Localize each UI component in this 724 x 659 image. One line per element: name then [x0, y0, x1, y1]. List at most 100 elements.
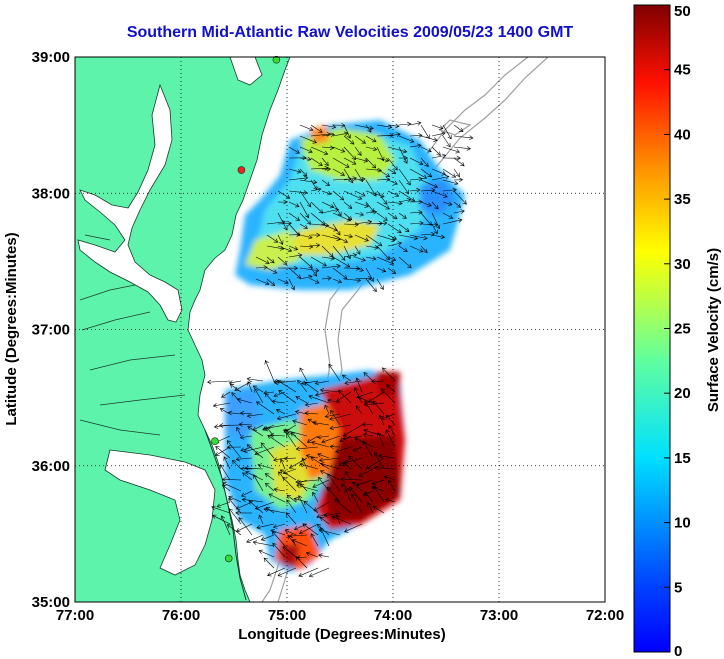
velocity-arrow: [340, 483, 352, 492]
velocity-arrow: [409, 122, 421, 126]
velocity-arrowhead: [268, 493, 274, 498]
velocity-arrow: [332, 168, 345, 176]
velocity-arrowhead: [458, 177, 464, 183]
velocity-arrow: [288, 267, 301, 279]
velocity-arrow: [376, 124, 392, 128]
velocity-arrowhead: [219, 464, 224, 469]
velocity-arrowhead: [313, 272, 318, 277]
velocity-arrow: [270, 529, 286, 536]
velocity-arrow: [221, 391, 231, 398]
velocity-arrow: [318, 554, 330, 558]
velocity-arrowhead: [359, 267, 364, 272]
velocity-arrow: [343, 168, 354, 184]
velocity-arrow: [324, 512, 341, 517]
velocity-arrow: [354, 201, 369, 207]
velocity-arrow: [343, 278, 361, 281]
velocity-arrowhead: [240, 447, 245, 452]
velocity-arrow: [398, 256, 412, 269]
velocity-arrow: [221, 515, 231, 536]
velocity-arrowhead: [357, 395, 362, 401]
velocity-arrowhead: [288, 533, 294, 539]
station-marker: [272, 55, 281, 64]
velocity-arrowhead: [326, 166, 331, 172]
velocity-arrowhead: [451, 173, 457, 178]
velocity-arrowhead: [239, 434, 245, 440]
velocity-arrowhead: [244, 465, 249, 471]
velocity-arrowhead: [298, 253, 303, 258]
velocity-arrowhead: [341, 256, 346, 261]
velocity-arrow: [310, 179, 318, 190]
velocity-arrowhead: [320, 462, 325, 467]
velocity-arrowhead: [219, 408, 225, 413]
velocity-arrowhead: [324, 404, 329, 410]
velocity-arrow: [453, 190, 467, 205]
velocity-arrowhead: [392, 235, 397, 240]
velocity-arrowhead: [369, 277, 374, 282]
velocity-arrowhead: [263, 265, 268, 270]
velocity-arrow: [365, 211, 377, 214]
velocity-arrow: [329, 413, 352, 420]
velocity-arrowhead: [279, 240, 284, 245]
velocity-arrowhead: [267, 572, 272, 577]
velocity-arrow: [310, 212, 326, 225]
velocity-arrow: [292, 539, 308, 547]
velocity-arrow: [306, 455, 319, 459]
velocity-arrow: [302, 457, 308, 470]
velocity-arrowhead: [294, 409, 300, 415]
velocity-arrow: [296, 556, 308, 559]
velocity-arrowhead: [264, 360, 269, 365]
velocity-arrowhead: [316, 523, 322, 529]
velocity-arrow: [328, 364, 341, 382]
velocity-arrowhead: [295, 149, 300, 154]
velocity-arrowhead: [427, 148, 432, 153]
velocity-arrowhead: [264, 473, 270, 478]
velocity-arrow: [398, 179, 409, 194]
velocity-arrowhead: [293, 246, 299, 251]
velocity-arrow: [299, 463, 319, 470]
velocity-arrowhead: [397, 241, 403, 246]
velocity-arrowhead: [314, 392, 320, 397]
velocity-arrowhead: [319, 516, 325, 522]
velocity-arrowhead: [226, 440, 232, 445]
velocity-arrow: [305, 412, 319, 415]
velocity-arrow: [345, 471, 352, 481]
velocity-arrowhead: [220, 515, 225, 520]
velocity-arrow: [252, 424, 264, 431]
velocity-arrow: [321, 179, 330, 186]
velocity-arrowhead: [356, 266, 361, 271]
velocity-arrow: [296, 484, 319, 492]
velocity-arrowhead: [329, 425, 334, 431]
velocity-arrow: [325, 413, 341, 417]
velocity-arrowhead: [413, 235, 419, 241]
velocity-arrow: [266, 245, 284, 250]
velocity-arrow: [263, 391, 275, 394]
velocity-arrowhead: [212, 514, 217, 519]
velocity-arrow: [409, 222, 423, 225]
velocity-arrowhead: [239, 410, 245, 416]
velocity-arrowhead: [381, 268, 387, 273]
velocity-arrow: [332, 267, 348, 280]
velocity-arrow: [431, 124, 444, 130]
velocity-arrow: [364, 491, 374, 503]
velocity-arrowhead: [337, 211, 342, 217]
velocity-arrow: [276, 409, 286, 415]
velocity-arrowhead: [352, 176, 357, 181]
velocity-arrowhead: [416, 187, 421, 193]
velocity-arrowhead: [221, 393, 226, 398]
velocity-arrowhead: [364, 491, 369, 497]
velocity-arrow: [299, 135, 317, 143]
velocity-arrow: [385, 429, 396, 448]
velocity-arrow: [431, 190, 448, 198]
velocity-arrowhead: [283, 199, 288, 205]
velocity-arrow: [321, 146, 334, 149]
velocity-arrow: [332, 201, 342, 216]
velocity-arrow: [310, 201, 323, 214]
velocity-arrowhead: [363, 428, 368, 434]
velocity-arrowhead: [359, 212, 365, 217]
velocity-arrowhead: [315, 267, 320, 273]
velocity-arrowhead: [396, 132, 401, 137]
velocity-arrowhead: [407, 263, 412, 269]
velocity-arrowhead: [345, 163, 350, 168]
velocity-arrowhead: [343, 238, 349, 243]
velocity-arrow: [343, 177, 357, 181]
